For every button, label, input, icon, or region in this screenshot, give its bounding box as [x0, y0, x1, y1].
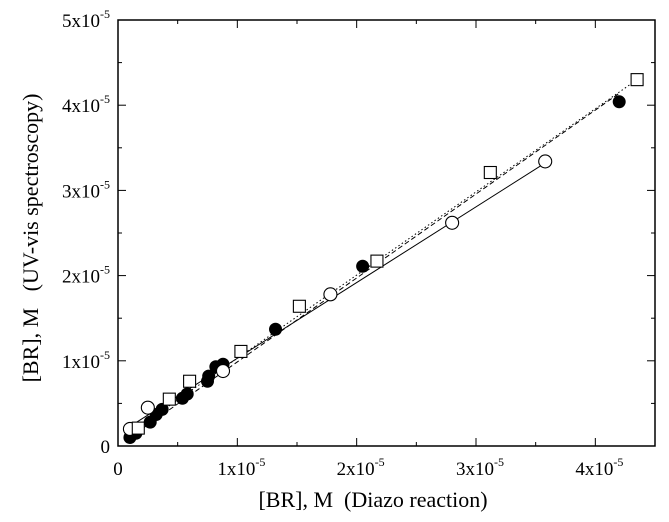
y-tick-label: 2x10-5: [62, 263, 110, 288]
x-tick-label: 0: [113, 459, 123, 480]
data-point-open-square: [162, 392, 176, 406]
data-point-open-square: [292, 299, 306, 313]
data-point-open-circle: [538, 154, 553, 169]
data-point-filled-circle: [155, 402, 169, 416]
x-axis: 0 1x10-5 2x10-5 3x10-5 4x10-5: [113, 20, 656, 480]
data-point-open-square: [131, 421, 145, 435]
data-point-open-circle: [323, 287, 338, 302]
data-point-filled-circle: [356, 259, 370, 273]
plot-frame: [117, 19, 656, 447]
data-point-filled-circle: [612, 95, 626, 109]
data-point-filled-circle: [269, 322, 283, 336]
fit-line-dotted: [135, 79, 638, 430]
data-point-open-square: [483, 165, 497, 180]
y-tick-label: 0: [101, 437, 111, 458]
y-axis-title: [BR], M (UV-vis spectroscopy): [18, 94, 43, 383]
y-tick-label: 5x10-5: [62, 7, 110, 32]
y-tick-label: 3x10-5: [62, 177, 110, 202]
y-axis: 0 1x10-5 2x10-5 3x10-5 4x10-5 5x10-5: [62, 7, 655, 458]
data-point-filled-circle: [180, 387, 194, 401]
y-tick-label: 4x10-5: [62, 92, 110, 117]
x-tick-label: 1x10-5: [217, 455, 265, 480]
data-point-open-square: [234, 344, 248, 358]
data-point-open-circle: [140, 400, 155, 415]
data-point-open-square: [370, 254, 384, 268]
x-tick-label: 4x10-5: [575, 455, 623, 480]
data-point-open-square: [630, 73, 644, 87]
fit-line-solid: [129, 161, 548, 427]
data-point-open-circle: [445, 215, 460, 230]
plot-area: [122, 73, 644, 444]
y-tick-label: 1x10-5: [62, 348, 110, 373]
x-tick-label: 2x10-5: [337, 455, 385, 480]
data-point-filled-circle: [202, 369, 216, 383]
x-tick-label: 3x10-5: [456, 455, 504, 480]
data-point-open-square: [183, 374, 197, 388]
data-point-open-circle: [215, 363, 231, 379]
x-axis-title: [BR], M (Diazo reaction): [258, 487, 487, 512]
